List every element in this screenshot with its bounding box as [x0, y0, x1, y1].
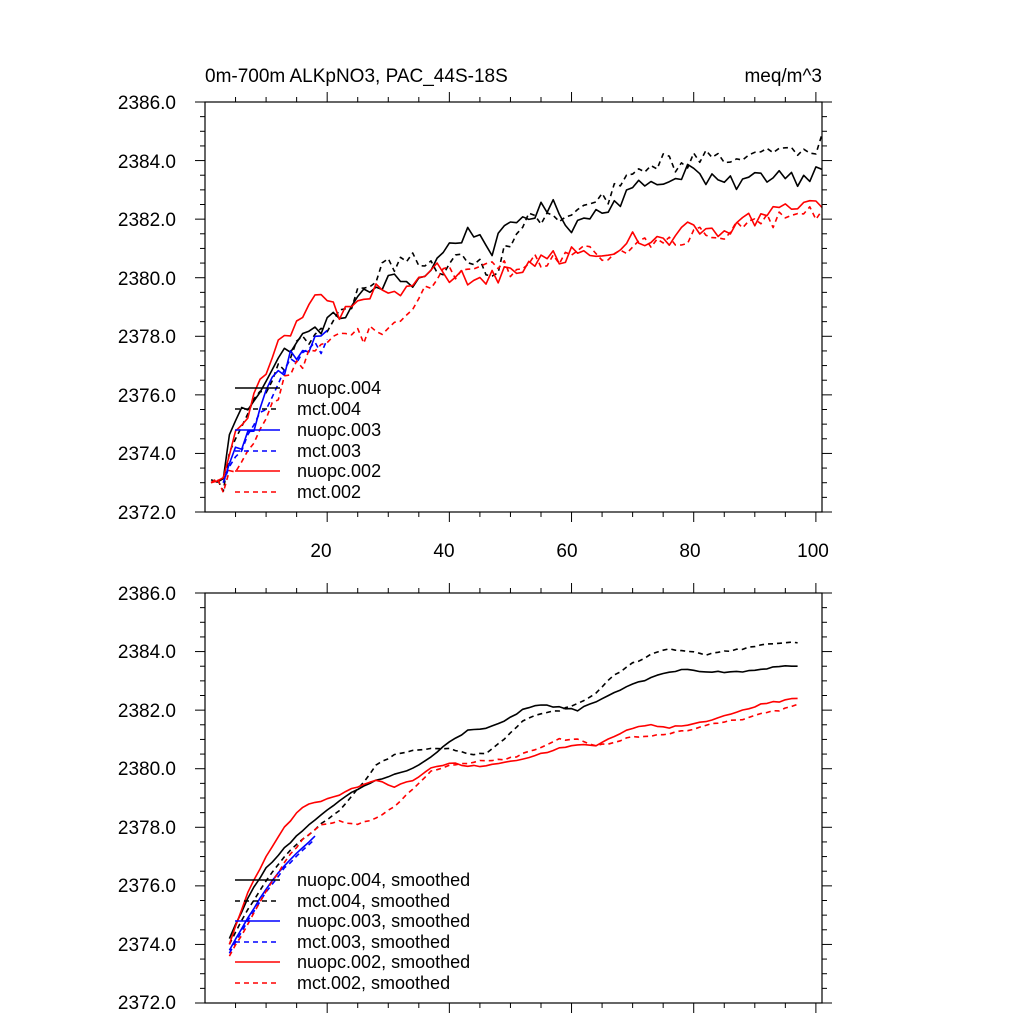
top-series-lines	[210, 133, 822, 494]
bottom-series-nuopc-002-smoothed	[228, 697, 798, 945]
top-x-tick-label: 100	[797, 541, 829, 562]
bottom-legend-label: nuopc.004, smoothed	[297, 870, 470, 890]
top-y-tick-label: 2372.0	[118, 503, 176, 524]
bottom-series-lines	[228, 641, 798, 957]
top-legend-label: mct.002	[297, 482, 361, 502]
bottom-legend-label: nuopc.003, smoothed	[297, 911, 470, 931]
top-y-tick-label: 2380.0	[118, 269, 176, 290]
top-series-nuopc-002	[210, 199, 822, 484]
top-legend-label: mct.004	[297, 399, 361, 419]
bottom-y-tick-label: 2378.0	[118, 818, 176, 839]
top-y-tick-label: 2382.0	[118, 210, 176, 231]
bottom-y-tick-label: 2372.0	[118, 993, 176, 1014]
bottom-legend-label: mct.004, smoothed	[297, 891, 450, 911]
top-y-tick-label: 2386.0	[118, 93, 176, 114]
top-y-tick-label: 2374.0	[118, 444, 176, 465]
bottom-series-nuopc-004-smoothed	[228, 664, 798, 939]
top-y-tick-label: 2376.0	[118, 386, 176, 407]
top-legend: nuopc.004 mct.004 nuopc.003 mct.003 nuop…	[235, 378, 381, 502]
top-y-tick-label: 2378.0	[118, 327, 176, 348]
bottom-panel: 2386.0 2384.0 2382.0 2380.0 2378.0 2376.…	[118, 583, 832, 1014]
top-legend-label: nuopc.002	[297, 461, 381, 481]
top-legend-label: nuopc.003	[297, 420, 381, 440]
top-series-mct-003	[222, 338, 328, 483]
top-series-nuopc-003	[222, 329, 328, 483]
top-x-tick-label: 20	[310, 541, 331, 562]
top-panel: 0m-700m ALKpNO3, PAC_44S-18S meq/m^3 238…	[118, 66, 832, 562]
bottom-y-tick-label: 2376.0	[118, 876, 176, 897]
top-y-tick-label: 2384.0	[118, 152, 176, 173]
bottom-y-tick-label: 2380.0	[118, 759, 176, 780]
bottom-legend-label: mct.003, smoothed	[297, 932, 450, 952]
top-x-tick-label: 40	[433, 541, 454, 562]
bottom-y-tick-label: 2386.0	[118, 584, 176, 605]
top-x-tick-label: 60	[556, 541, 577, 562]
top-series-nuopc-004	[210, 163, 822, 483]
bottom-axis-ticks	[195, 583, 832, 1013]
top-series-mct-004	[210, 133, 822, 493]
top-legend-label: mct.003	[297, 441, 361, 461]
bottom-y-tick-label: 2374.0	[118, 935, 176, 956]
bottom-series-mct-004-smoothed	[228, 641, 798, 945]
bottom-legend: nuopc.004, smoothed mct.004, smoothed nu…	[235, 870, 470, 993]
top-title-right: meq/m^3	[744, 66, 822, 87]
bottom-legend-label: mct.002, smoothed	[297, 973, 450, 993]
top-series-mct-002	[210, 206, 822, 494]
bottom-series-mct-003-smoothed	[228, 838, 316, 954]
top-x-tick-label: 80	[679, 541, 700, 562]
bottom-series-mct-002-smoothed	[228, 703, 798, 957]
bottom-y-tick-label: 2382.0	[118, 701, 176, 722]
bottom-legend-label: nuopc.002, smoothed	[297, 952, 470, 972]
bottom-y-tick-label: 2384.0	[118, 642, 176, 663]
bottom-plot-frame	[204, 592, 823, 1004]
top-title-left: 0m-700m ALKpNO3, PAC_44S-18S	[205, 66, 508, 87]
top-legend-label: nuopc.004	[297, 378, 381, 398]
top-axis-ticks	[195, 92, 832, 522]
top-plot-frame	[204, 101, 823, 513]
